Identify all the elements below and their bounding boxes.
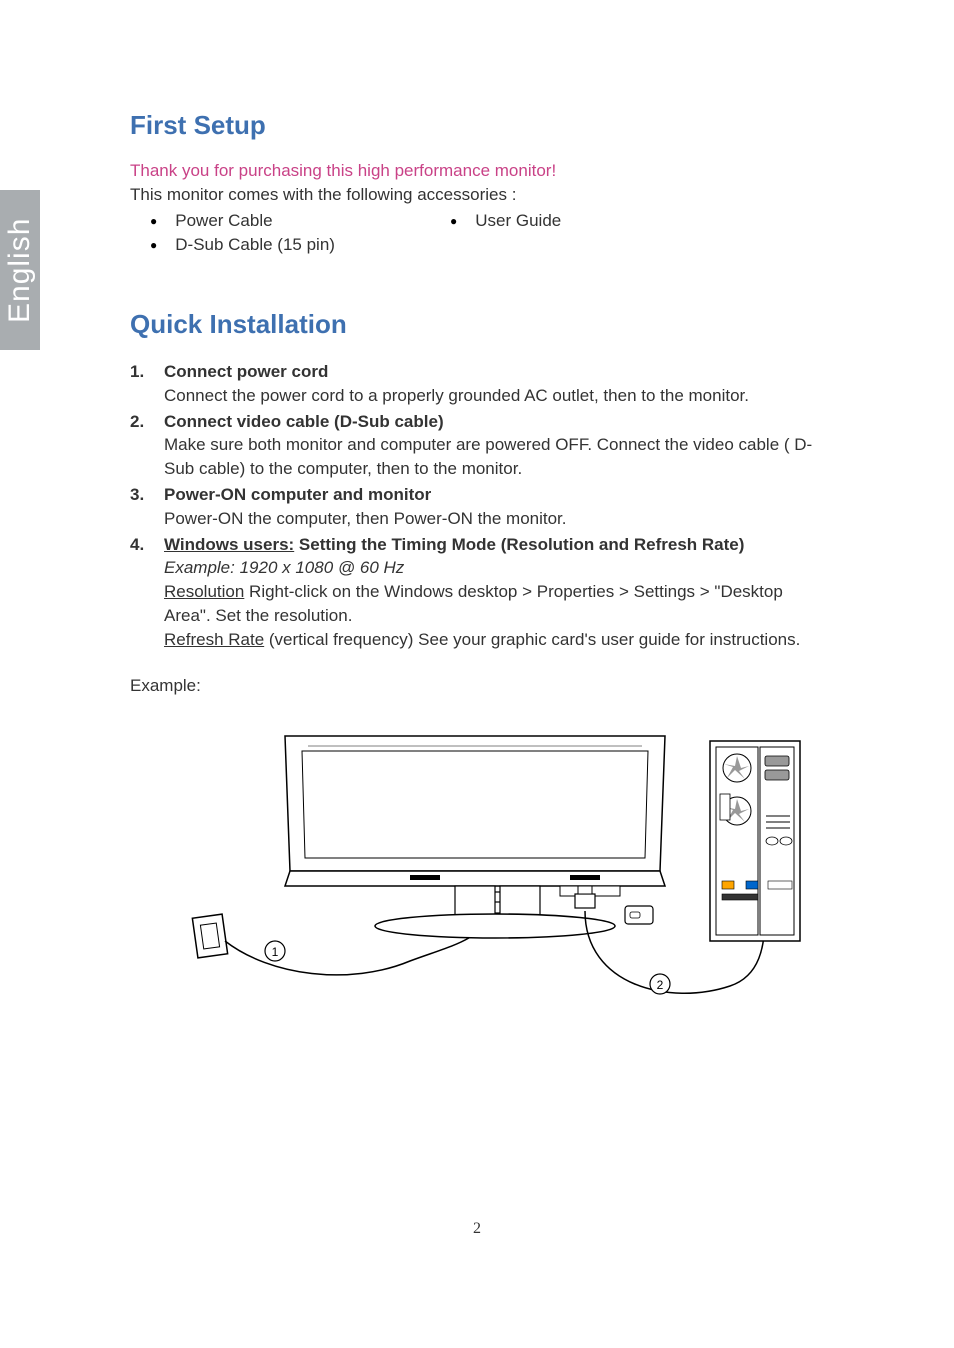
step-title: Connect power cord: [164, 362, 328, 381]
accessory-item: Power Cable: [150, 211, 450, 231]
page-number: 2: [0, 1220, 954, 1238]
example-label: Example:: [130, 676, 830, 696]
accessory-item: User Guide: [450, 211, 750, 231]
step-desc: Connect the power cord to a properly gro…: [164, 384, 830, 408]
page-content: First Setup Thank you for purchasing thi…: [130, 110, 830, 1031]
step-refresh: Refresh Rate (vertical frequency) See yo…: [164, 628, 830, 652]
callout-2-label: 2: [657, 978, 664, 992]
diagram-svg: 1: [190, 716, 810, 1026]
step-resolution: Resolution Right-click on the Windows de…: [164, 580, 830, 628]
step-1: Connect power cord Connect the power cor…: [130, 360, 830, 408]
step-title: Windows users: Setting the Timing Mode (…: [164, 535, 744, 554]
callout-1-label: 1: [272, 945, 279, 959]
monitor-icon: [285, 736, 665, 938]
pc-tower-icon: [710, 741, 800, 941]
connection-diagram: 1: [190, 716, 830, 1031]
section-quick-installation: Quick Installation Connect power cord Co…: [130, 309, 830, 1031]
step-desc: Power-ON the computer, then Power-ON the…: [164, 507, 830, 531]
wall-outlet-icon: [192, 914, 227, 958]
intro-text: This monitor comes with the following ac…: [130, 185, 830, 205]
step-title: Connect video cable (D-Sub cable): [164, 412, 444, 431]
step-example: Example: 1920 x 1080 @ 60 Hz: [164, 556, 830, 580]
step-3: Power-ON computer and monitor Power-ON t…: [130, 483, 830, 531]
thanks-text: Thank you for purchasing this high perfo…: [130, 161, 830, 181]
accessory-item: D-Sub Cable (15 pin): [150, 235, 450, 255]
installation-steps: Connect power cord Connect the power cor…: [130, 360, 830, 652]
section-title-quick-installation: Quick Installation: [130, 309, 830, 340]
accessories-list: Power Cable User Guide D-Sub Cable (15 p…: [150, 211, 830, 259]
step-4: Windows users: Setting the Timing Mode (…: [130, 533, 830, 652]
language-tab: English: [0, 190, 40, 350]
step-2: Connect video cable (D-Sub cable) Make s…: [130, 410, 830, 481]
step-title: Power-ON computer and monitor: [164, 485, 431, 504]
section-title-first-setup: First Setup: [130, 110, 830, 141]
step-desc: Make sure both monitor and computer are …: [164, 433, 830, 481]
